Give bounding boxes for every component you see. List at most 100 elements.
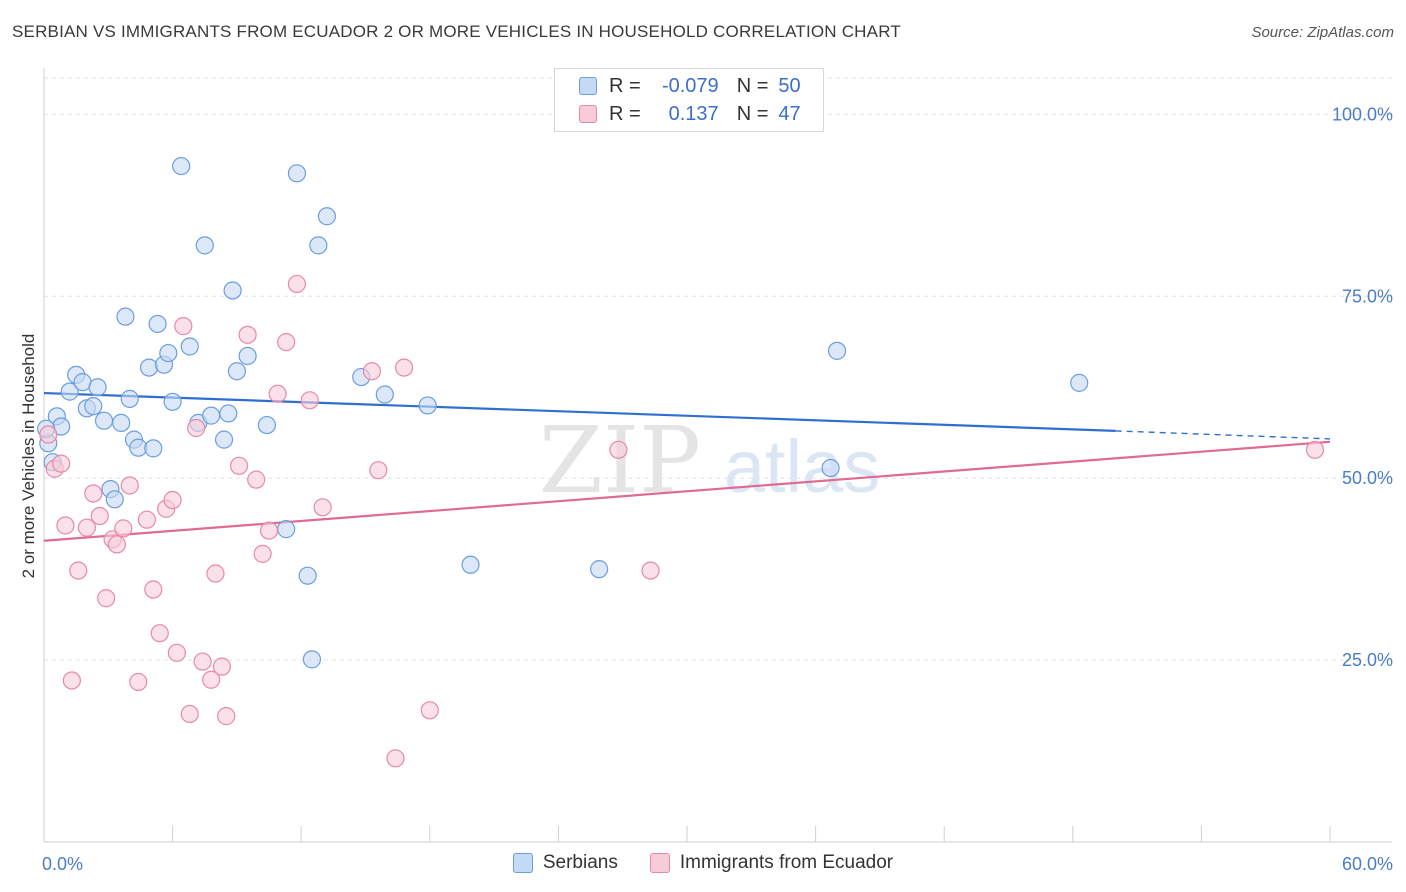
ecuador-point: [193, 652, 212, 671]
serbians-point: [84, 397, 103, 416]
tick-labels: 25.0% 50.0% 75.0% 100.0% 0.0% 60.0%: [42, 104, 1393, 874]
serbians-point: [163, 392, 182, 411]
legend-item-serbians[interactable]: Serbians: [512, 852, 618, 874]
serbians-point: [159, 343, 178, 363]
ecuador-point: [277, 333, 296, 352]
source-label: Source: ZipAtlas.com: [1251, 24, 1394, 41]
chart-title: SERBIAN VS IMMIGRANTS FROM ECUADOR 2 OR …: [12, 22, 901, 41]
ecuador-point: [77, 518, 96, 537]
ecuador-point: [69, 561, 88, 580]
ecuador-point: [150, 624, 169, 643]
serbians-point: [821, 458, 840, 478]
serbians-swatch: [579, 77, 597, 95]
serbians-point: [116, 307, 135, 326]
ecuador-point: [114, 519, 133, 538]
ecuador-point: [229, 456, 249, 475]
ecuador-point: [420, 701, 439, 720]
r-label: R =: [609, 74, 641, 97]
ecuador-point: [1305, 440, 1325, 459]
x-tick-label: 0.0%: [42, 854, 83, 874]
ecuador-point: [259, 521, 279, 540]
serbians-point: [88, 378, 107, 397]
serbians-point: [317, 207, 337, 226]
data-points: [37, 156, 1325, 768]
ecuador-legend-swatch: [649, 853, 670, 873]
ecuador-trend-line: [43, 440, 1331, 542]
serbians-point: [461, 555, 480, 574]
ecuador-point: [300, 391, 319, 410]
y-tick-label: 75.0%: [1342, 286, 1393, 306]
ecuador-point: [202, 670, 221, 689]
ecuador-point: [369, 461, 388, 480]
serbians-point: [112, 413, 131, 432]
y-tick-label: 50.0%: [1342, 468, 1393, 488]
serbians-point: [1070, 373, 1089, 392]
stats-row-serbians: R = -0.079 N = 50: [555, 72, 801, 100]
serbians-point: [375, 385, 394, 404]
ecuador-point: [187, 418, 206, 438]
y-tick-label: 25.0%: [1342, 650, 1393, 670]
ecuador-point: [56, 516, 75, 535]
serbians-point: [223, 281, 242, 300]
ecuador-point: [609, 440, 628, 459]
legend-label-ecuador: Immigrants from Ecuador: [679, 852, 894, 873]
ecuador-point: [217, 707, 236, 726]
serbians-point: [139, 358, 159, 377]
serbians-point: [827, 341, 847, 360]
serbians-trend-extension: [1115, 430, 1331, 440]
grid-lines: [44, 77, 1392, 661]
ecuador-point: [174, 317, 193, 336]
axes: [43, 68, 1392, 843]
ecuador-point: [97, 589, 116, 608]
serbians-point: [148, 314, 167, 334]
ecuador-point: [362, 362, 382, 381]
r-value: 0.137: [668, 102, 719, 125]
ecuador-swatch: [579, 105, 597, 123]
serbians-point: [298, 566, 317, 585]
ecuador-point: [52, 454, 71, 473]
y-tick-label: 100.0%: [1332, 104, 1393, 124]
ecuador-point: [144, 580, 163, 599]
ecuador-point: [313, 498, 332, 517]
ecuador-point: [137, 510, 156, 529]
serbians-point: [144, 439, 163, 458]
stats-row-ecuador: R = 0.137 N = 47: [555, 100, 801, 128]
serbians-point: [195, 236, 214, 255]
watermark-zip: ZIP: [539, 407, 701, 514]
ecuador-point: [84, 484, 103, 503]
ecuador-point: [107, 535, 126, 554]
r-value: -0.079: [661, 74, 719, 97]
ecuador-point: [641, 561, 660, 580]
serbians-point: [238, 346, 257, 366]
ecuador-point: [386, 749, 405, 768]
serbians-point: [60, 382, 79, 401]
legend-item-ecuador[interactable]: Immigrants from Ecuador: [649, 852, 894, 874]
ecuador-point: [167, 643, 186, 662]
ecuador-point: [268, 384, 287, 403]
serbians-trend-line: [43, 391, 1116, 432]
legend-label-serbians: Serbians: [542, 852, 618, 873]
ecuador-point: [90, 506, 109, 526]
serbians-point: [219, 404, 238, 423]
x-tick-label: 60.0%: [1342, 854, 1393, 874]
watermark-atlas: atlas: [724, 425, 880, 508]
serbians-point: [590, 560, 609, 579]
serbians-point: [105, 490, 124, 509]
series-legend: Serbians Immigrants from Ecuador: [0, 852, 1406, 874]
ecuador-point: [238, 325, 257, 344]
ecuador-point: [287, 274, 307, 294]
n-value: 47: [778, 102, 801, 125]
y-axis-label: 2 or more Vehicles in Household: [19, 334, 38, 579]
serbians-point: [418, 396, 437, 415]
ecuador-point: [394, 358, 414, 377]
serbians-legend-swatch: [512, 853, 533, 873]
r-label: R =: [609, 102, 641, 125]
stats-legend: R = -0.079 N = 50 R = 0.137 N = 47: [554, 68, 824, 132]
serbians-point: [257, 415, 277, 435]
trend-lines: [43, 391, 1331, 542]
ecuador-point: [180, 704, 199, 724]
ecuador-point: [62, 671, 81, 690]
n-label: N =: [736, 74, 769, 97]
serbians-point: [277, 520, 296, 539]
